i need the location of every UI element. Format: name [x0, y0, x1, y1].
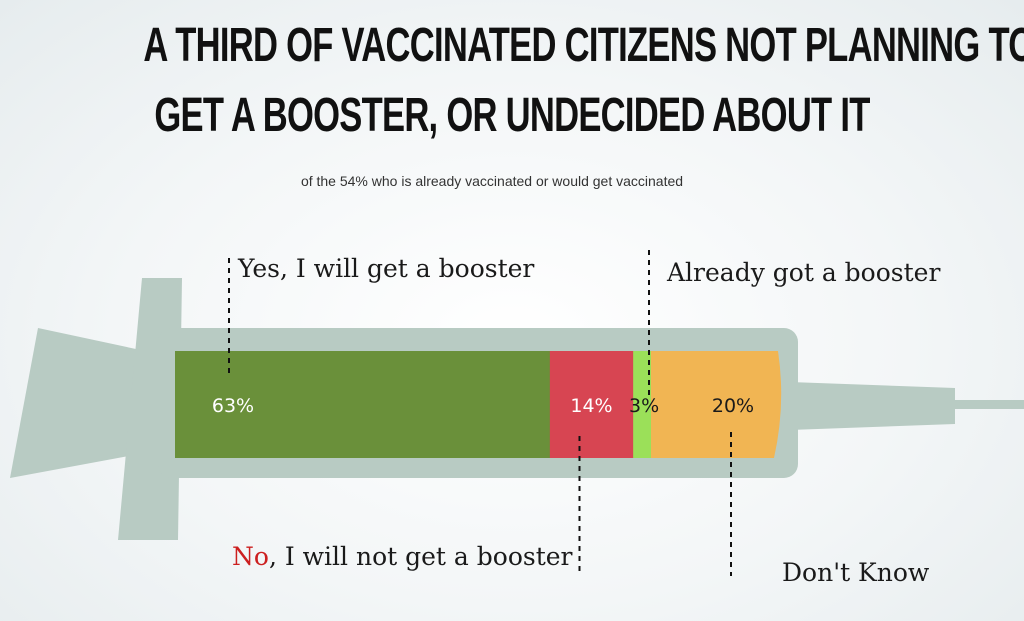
segment-dont-know-value: 20% [712, 395, 754, 417]
segment-already-bar [633, 351, 652, 458]
segment-dont-know-tip [768, 351, 782, 458]
syringe-needle [950, 400, 1024, 409]
label-no: No, I will not get a booster [232, 542, 573, 571]
segment-yes-bar [175, 351, 551, 458]
label-yes: Yes, I will get a booster [237, 254, 534, 283]
segment-no-bar [549, 351, 634, 458]
chart-subtitle: of the 54% who is already vaccinated or … [300, 173, 684, 189]
segment-yes-value: 63% [212, 395, 254, 417]
syringe-tip [790, 382, 955, 430]
label-no-rest: , I will not get a booster [269, 542, 573, 571]
segment-no-value: 14% [570, 395, 612, 417]
label-no-prefix: No [232, 542, 269, 571]
chart-title-line-2: GET A BOOSTER, OR UNDECIDED ABOUT IT [154, 89, 870, 142]
chart-title-line-1: A THIRD OF VACCINATED CITIZENS NOT PLANN… [143, 19, 1024, 72]
segment-dont-know-bar [651, 351, 770, 458]
syringe-plunger-head [10, 328, 150, 478]
segment-already-value: 3% [629, 395, 659, 417]
label-dont-know: Don't Know [782, 558, 930, 587]
label-already: Already got a booster [666, 258, 940, 287]
